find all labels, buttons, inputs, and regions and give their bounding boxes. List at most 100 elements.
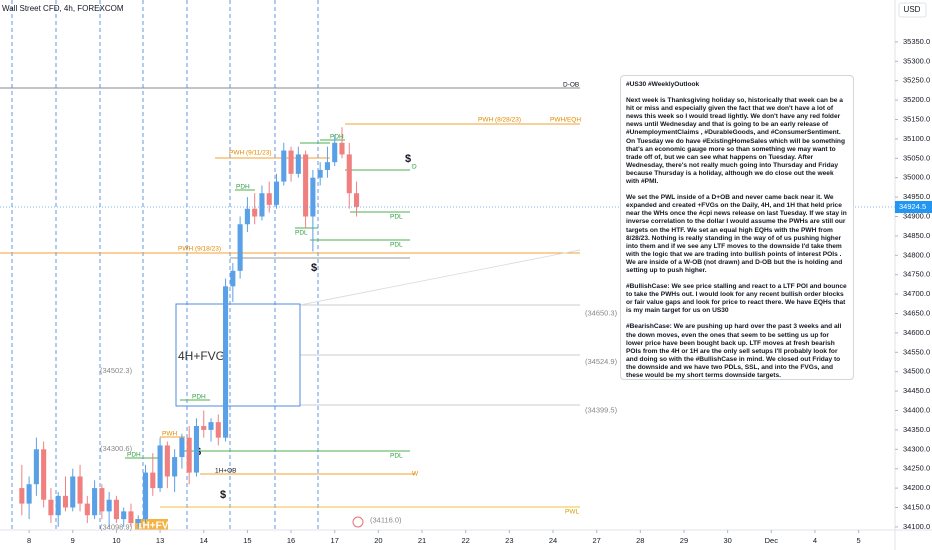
candle-body [332, 142, 338, 163]
x-tick-label: 29 [680, 536, 688, 545]
y-tick-label: 34100.0 [903, 522, 930, 531]
y-tick-label: 34400.0 [903, 405, 930, 414]
candle-body [77, 476, 83, 504]
candle-body [223, 286, 229, 438]
x-tick-label: Dec [765, 536, 779, 545]
label: PWH [162, 431, 177, 438]
x-tick-label: 30 [723, 536, 731, 545]
currency: USD [904, 5, 921, 14]
y-tick-label: 34550.0 [903, 347, 930, 356]
candle-body [70, 476, 76, 508]
y-tick-label: 34350.0 [903, 425, 930, 434]
candle-body [92, 488, 98, 516]
x-tick-label: 17 [331, 536, 339, 545]
label: $ [405, 153, 411, 165]
x-tick-label: 13 [156, 536, 164, 545]
x-tick-label: 20 [374, 536, 382, 545]
candle-body [157, 445, 163, 489]
candle-body [26, 484, 32, 504]
candle-body [230, 270, 236, 287]
candle-body [244, 208, 250, 225]
y-tick-label: 35200.0 [903, 95, 930, 104]
candle-body [310, 177, 316, 217]
label: 1H+FV [137, 521, 169, 532]
candle-body [142, 472, 149, 520]
label: PWH/EQH [550, 117, 581, 124]
candle-body [48, 499, 54, 516]
label: PWH (9/18/23) [178, 246, 221, 253]
label: PDL [295, 230, 308, 237]
candle-body [273, 181, 280, 205]
y-tick-label: 34150.0 [903, 502, 930, 511]
candle-body [295, 154, 301, 174]
y-tick-label: 34850.0 [903, 231, 930, 240]
note-paragraph: We set the PWL inside of a D+OB and neve… [626, 194, 847, 274]
price-callout: (34524.9) [585, 357, 618, 366]
y-tick-label: 34650.0 [903, 308, 930, 317]
price-callout: (34502.3) [100, 366, 133, 375]
label: PDL [390, 214, 403, 221]
annotations: D-OB PWH (8/28/23) PWH/EQH PWH (9/11/23)… [127, 82, 581, 532]
candle-body [215, 422, 221, 438]
y-tick-label: 34200.0 [903, 483, 930, 492]
last-price-box [895, 200, 932, 213]
label: PDH [127, 452, 141, 459]
x-tick-label: 8 [27, 536, 31, 545]
candle-body [303, 154, 309, 217]
y-tick-label: 35000.0 [903, 173, 930, 182]
y-tick-label: 34950.0 [903, 192, 930, 201]
price-callout: (34116.0) [370, 516, 402, 525]
candle-body [201, 426, 207, 430]
candle-body [186, 437, 192, 473]
label: PDH [192, 394, 206, 401]
label: 1H+OB [215, 468, 237, 475]
label: PDL [390, 453, 403, 460]
label: PDH [236, 184, 250, 191]
y-tick-label: 35250.0 [903, 76, 930, 85]
candle-body [33, 449, 39, 485]
x-tick-label: 10 [112, 536, 120, 545]
price-callout: (34399.5) [585, 406, 618, 415]
candle-body [208, 422, 214, 430]
event-icon[interactable] [352, 516, 364, 528]
y-tick-label: 34900.0 [903, 211, 930, 220]
y-tick-label: 35300.0 [903, 56, 930, 65]
label: PWH (9/11/23) [229, 150, 272, 157]
candle-body [339, 142, 345, 155]
y-tick-label: 34800.0 [903, 250, 930, 259]
candle-body [353, 193, 360, 207]
candle-body [237, 224, 243, 271]
note-paragraph: #BullishCase: We see price stalling and … [626, 283, 847, 315]
x-tick-label: 9 [71, 536, 75, 545]
x-tick-label: 27 [592, 536, 600, 545]
label: $ [220, 489, 226, 501]
label: $ [311, 262, 317, 274]
candle-body [150, 472, 156, 489]
note-paragraph: #BearishCase: We are pushing up hard ove… [626, 323, 842, 379]
currency-button[interactable] [898, 2, 927, 18]
candle-body [252, 208, 258, 217]
candle-body [193, 426, 200, 473]
x-tick-label: 23 [505, 536, 513, 545]
candle-body [99, 488, 105, 512]
last-price-label: 34924.5 [899, 202, 926, 211]
candle-body [288, 150, 294, 174]
note-title: #US30 #WeeklyOutlook [626, 81, 700, 88]
x-tick-label: 14 [200, 536, 208, 545]
chart-title: Wall Street CFD, 4h, FOREXCOM [2, 4, 124, 13]
y-tick-label: 34250.0 [903, 464, 930, 473]
x-tick-label: 15 [243, 536, 251, 545]
note: #US30 #WeeklyOutlook Next week is Thanks… [620, 75, 854, 380]
y-tick-label: 35150.0 [903, 114, 930, 123]
candle-body [179, 437, 185, 458]
candle-body [84, 503, 90, 516]
candle-body [172, 457, 178, 477]
candle-body [113, 499, 119, 520]
candle-body [266, 193, 272, 205]
candle-body [128, 511, 134, 524]
label: PDL [390, 242, 403, 249]
y-tick-label: 35350.0 [903, 37, 930, 46]
y-tick-label: 34750.0 [903, 270, 930, 279]
y-tick-label: 34450.0 [903, 386, 930, 395]
